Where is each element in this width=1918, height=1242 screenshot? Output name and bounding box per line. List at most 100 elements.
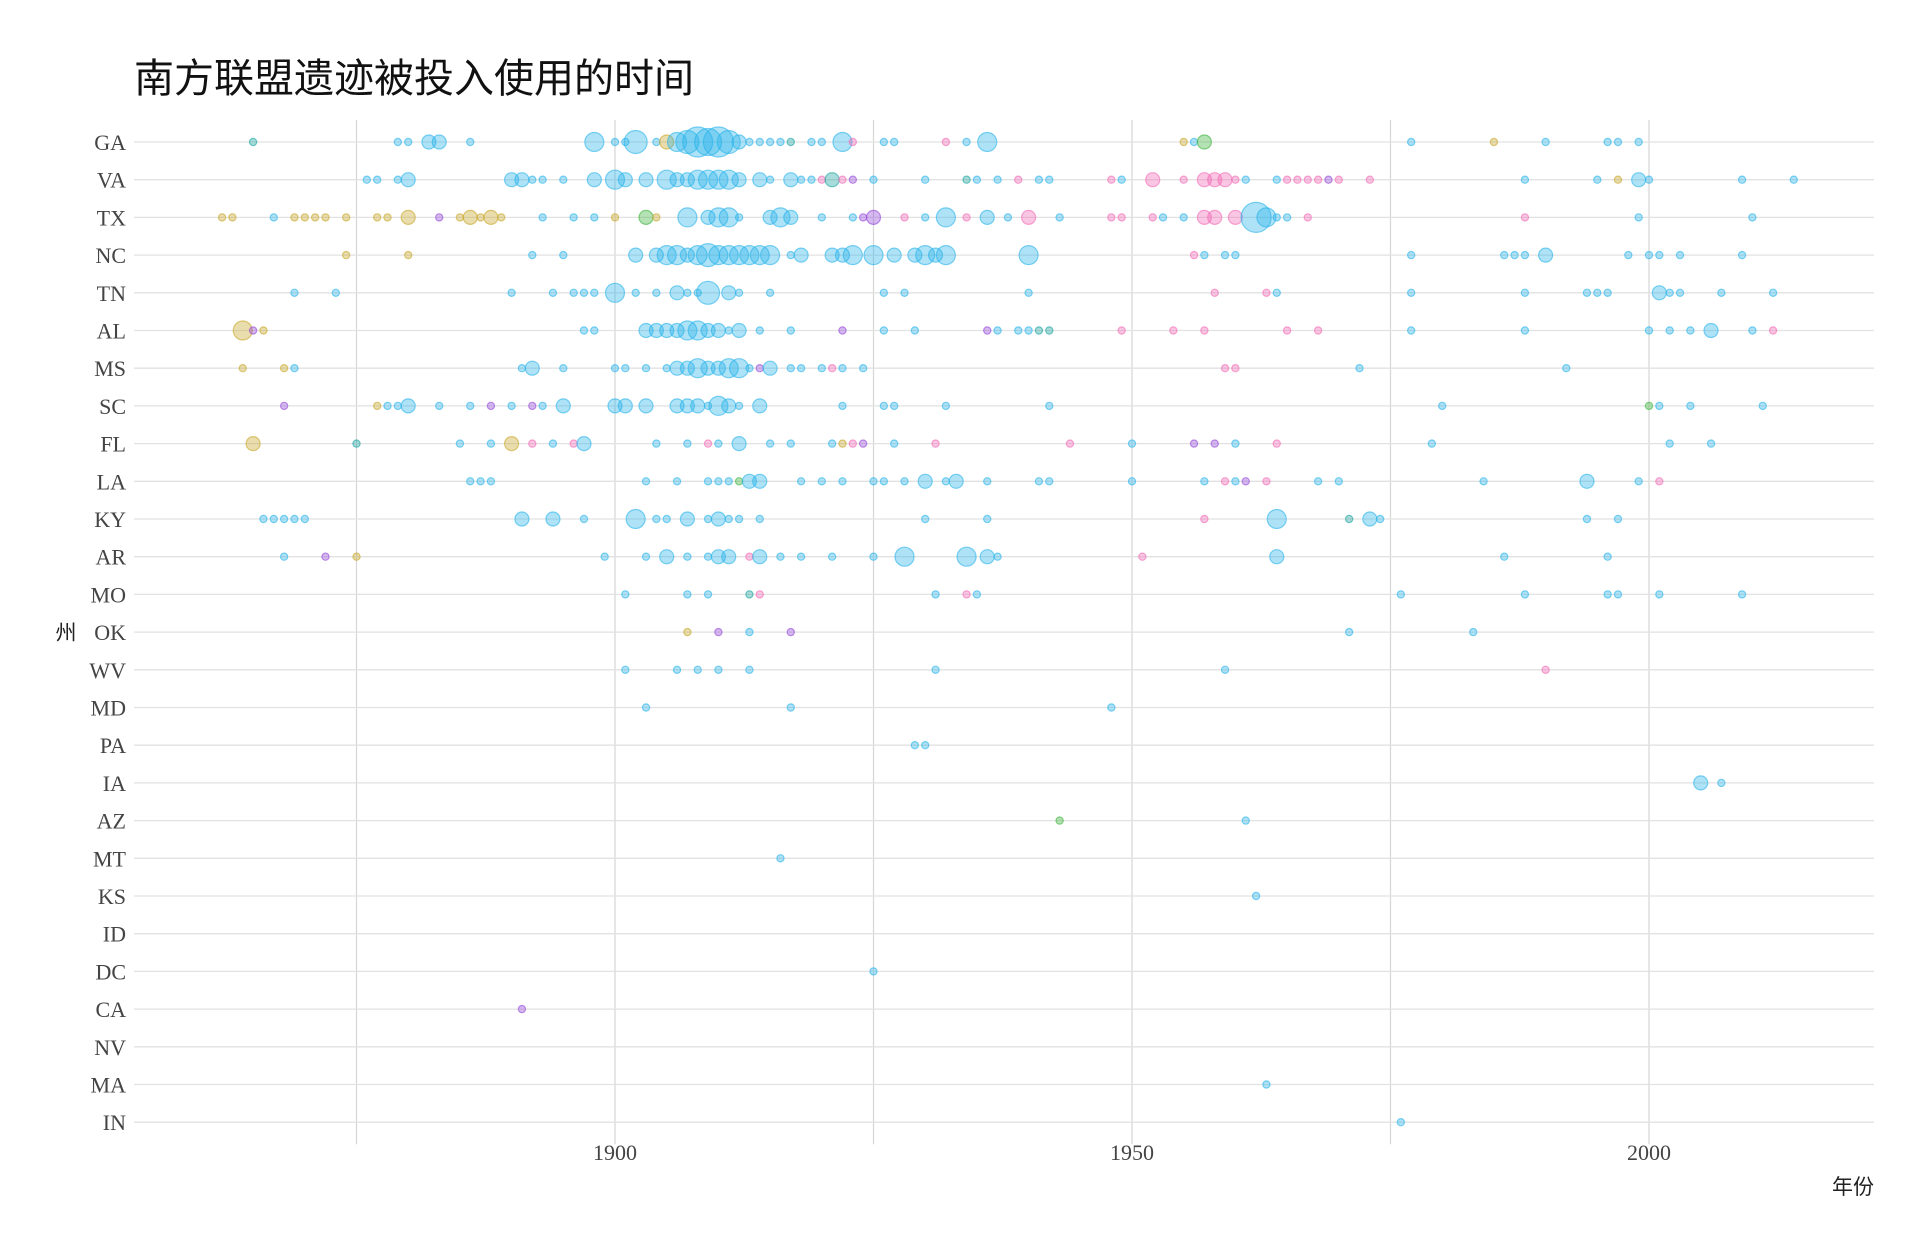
data-point — [383, 401, 392, 411]
data-point — [703, 439, 713, 448]
data-point — [352, 552, 361, 561]
data-point — [759, 245, 781, 266]
data-point — [1500, 250, 1509, 260]
data-point — [528, 439, 537, 448]
data-point — [652, 137, 661, 147]
data-point — [669, 398, 685, 414]
data-point — [677, 207, 698, 228]
data-point — [910, 741, 920, 750]
data-point — [1768, 326, 1778, 335]
data-point — [514, 511, 530, 527]
data-point — [1189, 250, 1199, 260]
data-point — [907, 247, 923, 263]
data-point — [731, 172, 747, 188]
data-point — [548, 288, 558, 297]
data-point — [983, 477, 992, 486]
data-point — [848, 137, 858, 147]
data-point — [1055, 213, 1064, 222]
data-point — [1272, 213, 1281, 222]
data-point — [1665, 288, 1674, 297]
data-point — [217, 213, 227, 222]
data-point — [776, 137, 785, 147]
y-tick-label: WV — [89, 658, 126, 683]
data-point — [755, 514, 764, 524]
data-point — [607, 398, 623, 414]
data-point — [977, 131, 998, 153]
data-point — [621, 364, 630, 373]
data-point — [652, 213, 661, 222]
data-point — [838, 477, 847, 486]
data-point — [1117, 213, 1126, 222]
data-point — [931, 439, 940, 448]
data-point — [1613, 175, 1623, 184]
chart-title: 南方联盟遗迹被投入使用的时间 — [134, 56, 694, 102]
data-point — [1396, 590, 1406, 599]
data-point — [1768, 288, 1778, 297]
data-point — [931, 590, 940, 599]
data-point — [714, 627, 723, 637]
data-point — [858, 213, 868, 222]
data-point — [745, 137, 754, 147]
data-point — [641, 703, 651, 712]
data-point — [455, 213, 465, 222]
data-point — [1262, 288, 1271, 297]
data-point — [1282, 213, 1292, 222]
data-point — [728, 358, 750, 379]
data-point — [817, 477, 827, 486]
data-point — [610, 137, 620, 147]
data-point — [1227, 209, 1244, 225]
data-point — [858, 364, 868, 373]
data-point — [796, 175, 806, 184]
data-point — [321, 552, 330, 561]
data-point — [962, 175, 971, 184]
data-point — [507, 401, 516, 411]
data-point — [979, 549, 995, 565]
data-point — [679, 360, 695, 376]
data-point — [1127, 477, 1137, 486]
data-point — [824, 172, 840, 188]
data-point — [1406, 250, 1416, 260]
data-point — [579, 514, 589, 524]
data-point — [238, 364, 247, 373]
data-point — [921, 741, 930, 750]
data-point — [1217, 172, 1233, 188]
data-point — [538, 401, 547, 411]
data-point — [1520, 213, 1530, 222]
data-point — [466, 477, 475, 486]
data-point — [576, 436, 592, 452]
data-point — [310, 213, 320, 222]
data-point — [1479, 477, 1488, 486]
data-point — [1065, 439, 1075, 448]
data-point — [466, 137, 475, 147]
data-point — [708, 207, 729, 228]
data-point — [900, 213, 909, 222]
data-point — [431, 134, 447, 150]
data-point — [1427, 439, 1437, 448]
data-point — [869, 477, 878, 486]
data-point — [372, 401, 382, 411]
data-point — [762, 360, 778, 376]
data-point — [1169, 326, 1178, 335]
data-point — [617, 398, 633, 414]
y-tick-label: IA — [103, 771, 126, 796]
data-point — [372, 213, 382, 222]
data-point — [863, 245, 884, 266]
data-point — [1045, 477, 1054, 486]
data-point — [728, 245, 750, 266]
data-point — [1655, 401, 1664, 411]
data-point — [910, 326, 920, 335]
data-point — [1593, 288, 1602, 297]
data-point — [1200, 514, 1209, 524]
data-point — [638, 398, 654, 414]
data-point — [669, 285, 685, 301]
data-point — [404, 250, 413, 260]
data-point — [623, 129, 648, 155]
x-axis-tick-labels: 1900 1950 2000 — [593, 1140, 1671, 1165]
data-point — [393, 175, 403, 184]
data-point — [497, 213, 506, 222]
data-point — [641, 477, 651, 486]
data-point — [435, 401, 444, 411]
data-point — [786, 137, 795, 147]
data-point — [628, 247, 644, 263]
y-tick-label: TN — [97, 281, 126, 306]
